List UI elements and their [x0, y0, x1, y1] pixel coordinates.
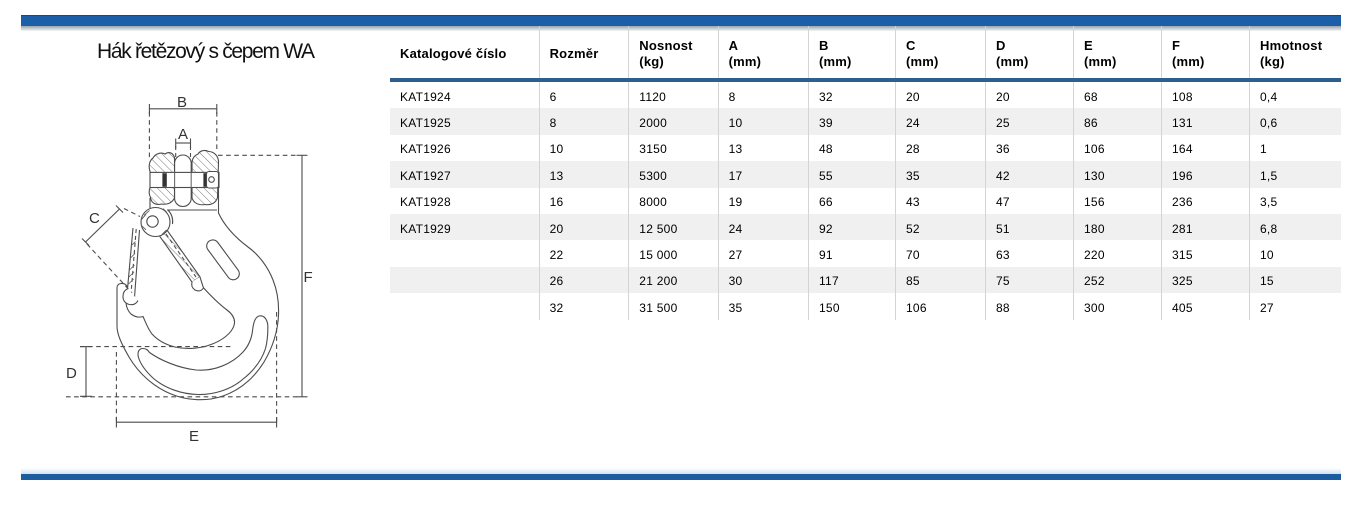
- svg-text:F: F: [304, 269, 313, 286]
- svg-text:C: C: [89, 210, 100, 227]
- svg-text:E: E: [189, 428, 199, 445]
- svg-text:B: B: [177, 94, 187, 111]
- svg-text:A: A: [178, 126, 188, 143]
- svg-text:D: D: [66, 365, 77, 382]
